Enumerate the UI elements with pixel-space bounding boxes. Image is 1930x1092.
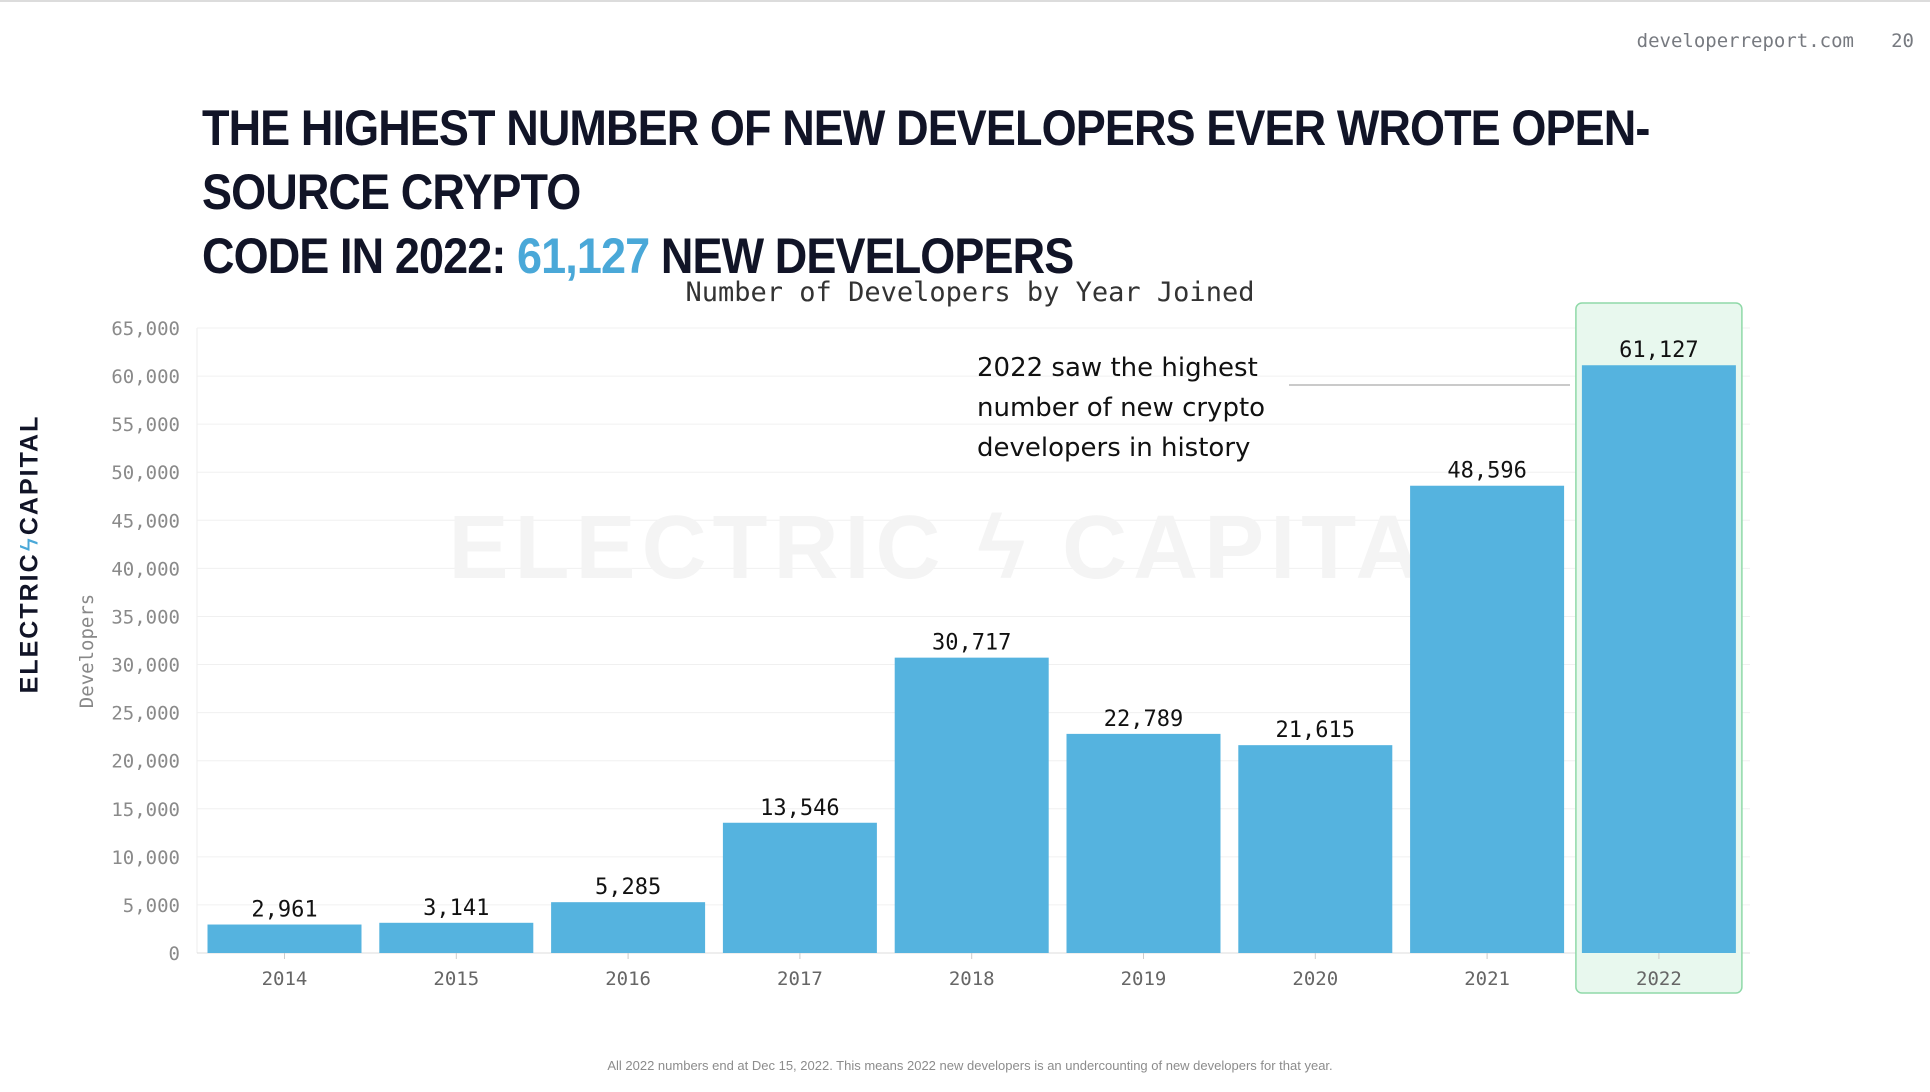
bar-value-label: 3,141 [423,896,489,921]
bar-value-label: 13,546 [760,796,839,821]
chart-title: Number of Developers by Year Joined [686,277,1255,308]
y-tick-label: 15,000 [111,799,180,821]
bar [1066,733,1221,953]
annotation-text: 2022 saw the highest number of new crypt… [977,353,1273,463]
bar-value-label: 61,127 [1619,338,1698,363]
x-tick-label: 2021 [1464,968,1510,990]
y-tick-label: 5,000 [123,895,180,917]
bar [207,924,362,953]
y-tick-label: 20,000 [111,751,180,773]
page-title: THE HIGHEST NUMBER OF NEW DEVELOPERS EVE… [202,96,1678,288]
x-tick-label: 2014 [262,968,308,990]
title-line-2-prefix: CODE IN 2022: [202,228,518,284]
bar-value-label: 21,615 [1276,718,1355,743]
x-tick-label: 2020 [1292,968,1338,990]
site-url[interactable]: developerreport.com [1636,30,1854,52]
y-tick-label: 55,000 [111,414,180,436]
y-tick-label: 50,000 [111,462,180,484]
annotation-line-3: developers in history [977,433,1250,463]
bar-value-label: 2,961 [251,898,317,923]
bar [551,902,706,953]
x-tick-label: 2015 [433,968,479,990]
bar [379,922,534,953]
bar [894,657,1049,953]
y-tick-label: 25,000 [111,703,180,725]
footnote: All 2022 numbers end at Dec 15, 2022. Th… [607,1058,1333,1073]
watermark: ELECTRIC ϟ CAPITAL [449,498,1488,598]
y-tick-label: 60,000 [111,366,180,388]
bar-value-label: 30,717 [932,631,1011,656]
y-tick-label: 35,000 [111,606,180,628]
y-axis-label: Developers [76,594,98,708]
title-line-1: THE HIGHEST NUMBER OF NEW DEVELOPERS EVE… [202,100,1650,220]
x-axis-ticks: 2014 2015 2016 2017 2018 2019 2020 2021 2022 [262,953,1682,990]
y-tick-label: 40,000 [111,558,180,580]
bar [722,822,877,953]
y-tick-label: 65,000 [111,318,180,340]
page-number: 20 [1891,30,1914,52]
bar [1581,365,1736,954]
y-tick-label: 45,000 [111,510,180,532]
title-highlight-number: 61,127 [517,228,650,284]
y-axis-ticks: 0 5,000 10,000 15,000 20,000 25,000 30,000 35,0… [111,318,180,965]
bar [1238,745,1393,953]
bars: 2,961 3,141 5,285 13,546 30,717 22,789 21,615 4… [207,338,1736,954]
x-tick-label: 2019 [1121,968,1167,990]
bar-value-label: 48,596 [1447,459,1526,484]
x-tick-label: 2018 [949,968,995,990]
bar-value-label: 5,285 [595,875,661,900]
top-divider [0,0,1930,2]
annotation-line-2: number of new crypto [977,393,1265,423]
bar [1410,485,1565,953]
x-tick-label: 2017 [777,968,823,990]
x-tick-label: 2016 [605,968,651,990]
y-tick-label: 10,000 [111,847,180,869]
bar-value-label: 22,789 [1104,707,1183,732]
y-tick-label: 30,000 [111,655,180,677]
annotation-line-1: 2022 saw the highest [977,353,1258,383]
y-tick-label: 0 [169,943,180,965]
title-line-2-suffix: NEW DEVELOPERS [649,228,1074,284]
x-tick-label: 2022 [1636,968,1682,990]
